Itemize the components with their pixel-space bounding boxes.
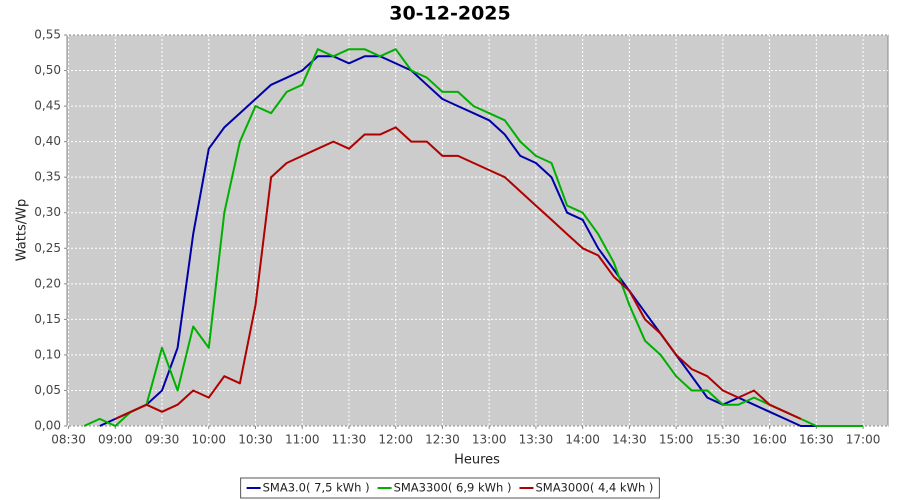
y-tick-label: 0,45 — [34, 99, 61, 113]
plot-area — [66, 34, 889, 427]
x-axis-label: Heures — [454, 453, 500, 468]
x-tick-label: 14:30 — [612, 433, 647, 447]
series-line — [114, 126, 802, 420]
y-tick-label: 0,40 — [34, 134, 61, 148]
series-line — [99, 55, 817, 427]
legend-label: SMA3.0( 7,5 kWh ) — [263, 481, 370, 495]
x-tick-label: 09:00 — [98, 433, 133, 447]
x-tick-label: 12:30 — [425, 433, 460, 447]
y-tick-label: 0,10 — [34, 347, 61, 361]
y-tick-label: 0,00 — [34, 419, 61, 433]
legend: SMA3.0( 7,5 kWh ) SMA3300( 6,9 kWh ) SMA30… — [240, 477, 660, 499]
x-tick-label: 08:30 — [51, 433, 86, 447]
x-tick-label: 10:30 — [238, 433, 273, 447]
y-tick-label: 0,30 — [34, 205, 61, 219]
legend-label: SMA3300( 6,9 kWh ) — [394, 481, 512, 495]
legend-label: SMA3000( 4,4 kWh ) — [535, 481, 653, 495]
y-tick-label: 0,15 — [34, 312, 61, 326]
y-tick-label: 0,20 — [34, 276, 61, 290]
x-tick-label: 16:00 — [752, 433, 787, 447]
x-tick-label: 13:00 — [472, 433, 507, 447]
x-tick-label: 09:30 — [145, 433, 180, 447]
x-tick-label: 15:00 — [659, 433, 694, 447]
y-tick-label: 0,05 — [34, 383, 61, 397]
x-tick-label: 13:30 — [519, 433, 554, 447]
x-tick-label: 10:00 — [191, 433, 226, 447]
x-tick-label: 15:30 — [706, 433, 741, 447]
y-tick-label: 0,50 — [34, 63, 61, 77]
y-tick-label: 0,35 — [34, 170, 61, 184]
y-axis-label: Watts/Wp — [15, 199, 30, 261]
x-tick-label: 14:00 — [565, 433, 600, 447]
y-tick-label: 0,55 — [34, 28, 61, 42]
x-tick-label: 11:30 — [332, 433, 367, 447]
x-tick-label: 16:30 — [799, 433, 834, 447]
chart-title: 30-12-2025 — [389, 3, 511, 25]
legend-box — [240, 477, 660, 499]
y-tick-label: 0,25 — [34, 241, 61, 255]
series-line — [83, 48, 864, 427]
x-tick-label: 11:00 — [285, 433, 320, 447]
x-tick-label: 17:00 — [846, 433, 881, 447]
x-tick-label: 12:00 — [378, 433, 413, 447]
